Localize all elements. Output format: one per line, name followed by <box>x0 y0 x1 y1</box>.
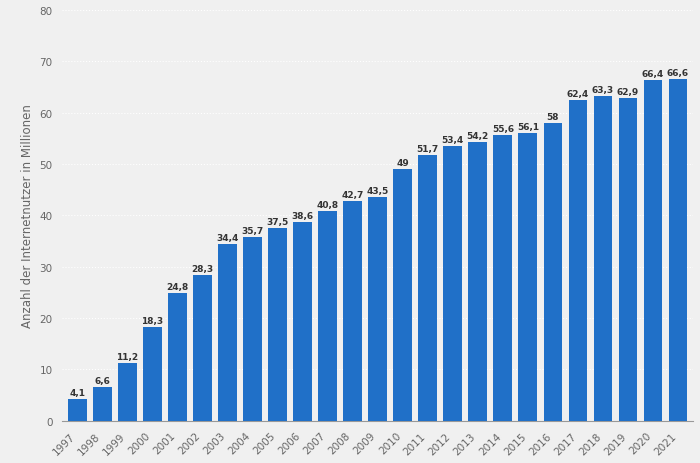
Text: 42,7: 42,7 <box>342 191 364 200</box>
Text: 34,4: 34,4 <box>216 233 239 243</box>
Text: 18,3: 18,3 <box>141 316 164 325</box>
Bar <box>643 81 662 420</box>
Text: 66,6: 66,6 <box>667 69 689 77</box>
Bar <box>443 147 462 420</box>
Text: 58: 58 <box>547 113 559 122</box>
Text: 37,5: 37,5 <box>267 218 288 226</box>
Text: 4,1: 4,1 <box>69 388 85 398</box>
Bar <box>93 387 112 420</box>
Bar <box>468 143 487 420</box>
Bar <box>393 169 412 420</box>
Bar <box>218 244 237 420</box>
Bar <box>668 80 687 420</box>
Text: 56,1: 56,1 <box>517 122 539 131</box>
Bar <box>268 229 287 420</box>
Bar <box>318 212 337 420</box>
Bar <box>243 238 262 420</box>
Text: 63,3: 63,3 <box>592 85 614 94</box>
Text: 35,7: 35,7 <box>241 227 264 236</box>
Text: 66,4: 66,4 <box>642 69 664 79</box>
Bar <box>594 96 612 420</box>
Bar <box>568 101 587 420</box>
Bar <box>543 124 562 420</box>
Text: 55,6: 55,6 <box>492 125 514 134</box>
Bar <box>143 327 162 420</box>
Bar <box>494 136 512 420</box>
Text: 62,9: 62,9 <box>617 88 639 96</box>
Text: 24,8: 24,8 <box>167 282 188 292</box>
Text: 51,7: 51,7 <box>416 145 439 154</box>
Bar <box>419 156 437 420</box>
Text: 49: 49 <box>396 159 409 168</box>
Bar <box>343 202 362 420</box>
Text: 28,3: 28,3 <box>191 265 214 274</box>
Text: 6,6: 6,6 <box>94 376 111 385</box>
Text: 43,5: 43,5 <box>367 187 389 196</box>
Bar <box>519 133 538 420</box>
Bar <box>293 223 312 420</box>
Bar <box>193 275 212 420</box>
Text: 40,8: 40,8 <box>316 200 339 210</box>
Bar <box>168 294 187 420</box>
Bar <box>68 400 87 420</box>
Bar <box>118 363 136 420</box>
Text: 53,4: 53,4 <box>442 136 464 145</box>
Y-axis label: Anzahl der Internetnutzer in Millionen: Anzahl der Internetnutzer in Millionen <box>21 104 34 327</box>
Text: 62,4: 62,4 <box>567 90 589 99</box>
Text: 11,2: 11,2 <box>116 352 139 361</box>
Text: 38,6: 38,6 <box>292 212 314 221</box>
Bar <box>368 198 387 420</box>
Text: 54,2: 54,2 <box>467 132 489 141</box>
Bar <box>619 99 638 420</box>
